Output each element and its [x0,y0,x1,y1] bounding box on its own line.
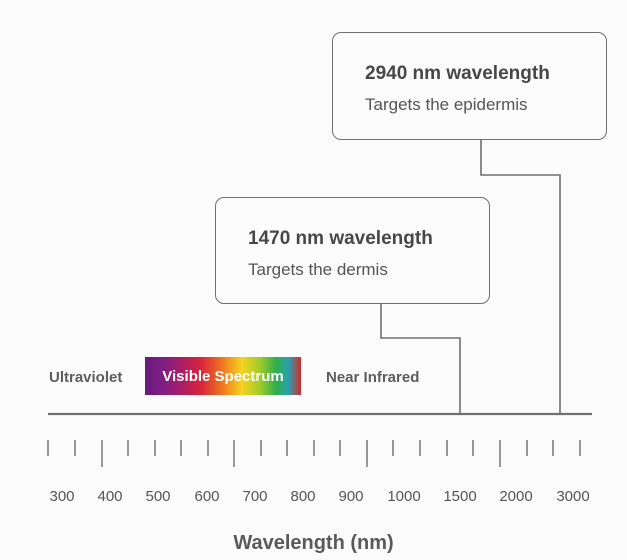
tick-label: 700 [242,488,268,505]
ultraviolet-label: Ultraviolet [49,369,123,386]
tick-label: 600 [194,488,220,505]
tick-label: 1500 [443,488,477,505]
callout-2940nm: 2940 nm wavelength Targets the epidermis [332,32,607,140]
tick-label: 300 [49,488,75,505]
near-infrared-label: Near Infrared [326,369,420,386]
tick-label: 3000 [556,488,590,505]
callout-1470nm-title: 1470 nm wavelength [248,228,433,249]
tick-label: 800 [290,488,316,505]
axis-title: Wavelength (nm) [233,532,394,554]
callout-2940nm-subtitle: Targets the epidermis [365,95,528,114]
tick-label: 2000 [499,488,533,505]
tick-marks [47,440,581,467]
connector-1470 [380,304,461,414]
connector-2940 [480,140,561,414]
tick-label: 1000 [387,488,421,505]
tick-label: 500 [145,488,171,505]
tick-label: 900 [338,488,364,505]
callout-2940nm-title: 2940 nm wavelength [365,63,550,84]
callout-1470nm-subtitle: Targets the dermis [248,260,388,279]
tick-label: 400 [97,488,123,505]
visible-spectrum-label: Visible Spectrum [162,367,284,385]
visible-spectrum-band: Visible Spectrum [145,357,301,395]
callout-1470nm: 1470 nm wavelength Targets the dermis [215,197,490,304]
